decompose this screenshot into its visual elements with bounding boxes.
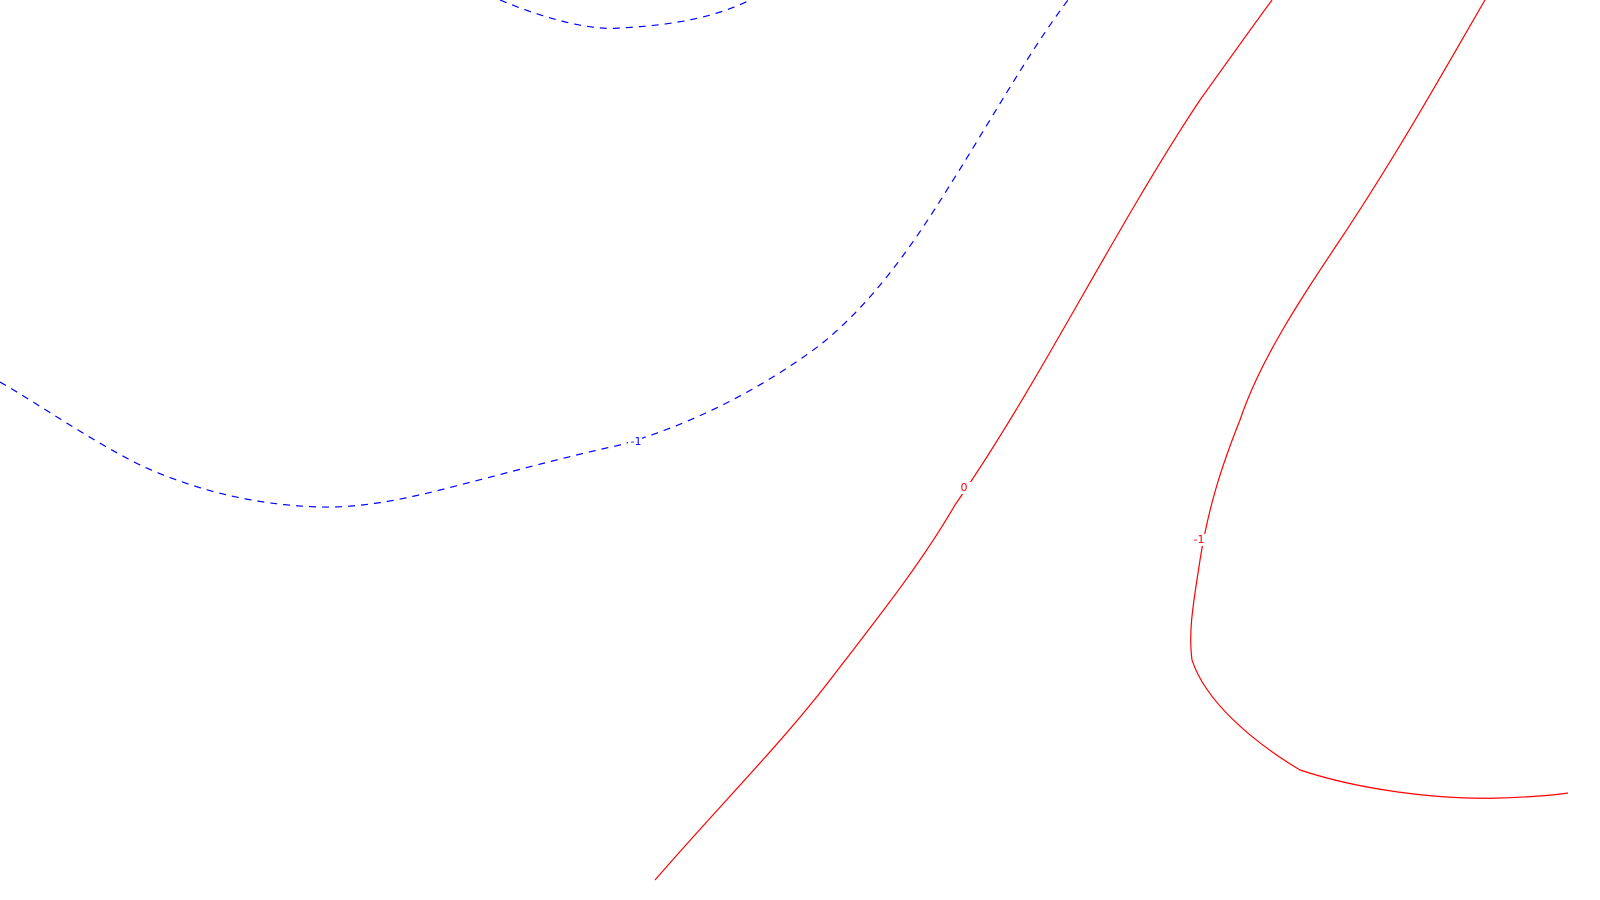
red-contour-minus1-label-text: -1 [1194, 533, 1205, 546]
red-contour-0 [654, 0, 1273, 881]
red-contour-minus1-label: -1 [1190, 533, 1208, 546]
red-contour-0-label-text: 0 [961, 481, 968, 494]
blue-contour-1 [0, 0, 1069, 508]
red-contour-0-label: 0 [957, 481, 971, 494]
blue-contour-label-text: -1 [631, 435, 642, 448]
blue-contour-top [499, 0, 751, 29]
blue-contour-label: -1 [628, 435, 642, 448]
red-contour-minus1 [1190, 0, 1569, 799]
